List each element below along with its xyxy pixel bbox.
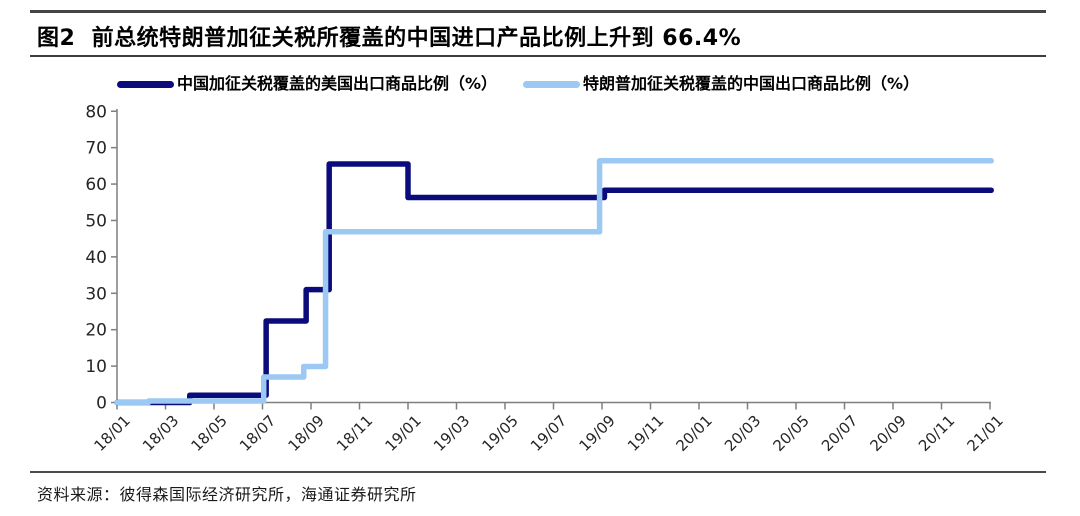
x-axis-tick-label: 18/09 (285, 412, 328, 455)
x-axis-tick-label: 21/01 (964, 412, 1007, 455)
y-axis-tick-label: 70 (85, 139, 107, 159)
y-axis-tick-label: 40 (85, 248, 107, 268)
chart-legend: 中国加征关税覆盖的美国出口商品比例（%） 特朗普加征关税覆盖的中国出口商品比例（… (117, 76, 919, 92)
x-axis-tick-label: 18/11 (333, 412, 376, 455)
x-axis-tick-label: 18/01 (91, 412, 134, 455)
x-axis-tick-label: 19/11 (624, 412, 667, 455)
top-rule (30, 10, 1046, 13)
source-note: 资料来源：彼得森国际经济研究所，海通证券研究所 (37, 485, 417, 504)
x-axis-tick-label: 19/09 (576, 412, 619, 455)
x-axis-tick-label: 19/01 (382, 412, 425, 455)
legend-marker-series1 (117, 80, 174, 88)
x-axis-tick-label: 20/01 (673, 412, 716, 455)
x-axis-tick-label: 19/07 (527, 412, 570, 455)
x-axis-tick-label: 19/03 (430, 412, 473, 455)
figure-title: 图2 前总统特朗普加征关税所覆盖的中国进口产品比例上升到 66.4% (37, 26, 742, 51)
y-axis-tick-label: 10 (85, 357, 107, 377)
series-line-1 (114, 161, 994, 406)
y-axis-tick-label: 30 (85, 284, 107, 304)
legend-item-trump-tariff-coverage: 特朗普加征关税覆盖的中国出口商品比例（%） (523, 76, 919, 92)
x-axis-tick-label: 20/11 (915, 412, 958, 455)
legend-label-series1: 中国加征关税覆盖的美国出口商品比例（%） (177, 74, 498, 93)
y-axis-tick-label: 20 (85, 321, 107, 341)
y-axis-tick-label: 50 (85, 211, 107, 231)
x-axis-tick-label: 18/07 (236, 412, 279, 455)
x-axis-tick-label: 18/05 (188, 412, 231, 455)
x-axis-tick-label: 20/09 (867, 412, 910, 455)
legend-label-series2: 特朗普加征关税覆盖的中国出口商品比例（%） (583, 74, 920, 93)
y-axis-tick-label: 0 (96, 394, 107, 414)
source-rule (30, 471, 1046, 473)
x-axis-tick-label: 19/05 (479, 412, 522, 455)
x-axis-tick-label: 20/05 (770, 412, 813, 455)
x-axis-tick-label: 20/03 (721, 412, 764, 455)
y-axis-tick-label: 60 (85, 175, 107, 195)
x-axis-tick-label: 18/03 (139, 412, 182, 455)
legend-item-china-tariff-coverage: 中国加征关税覆盖的美国出口商品比例（%） (117, 76, 497, 92)
y-axis-tick-label: 80 (85, 102, 107, 122)
x-axis-tick-label: 20/07 (818, 412, 861, 455)
legend-marker-series2 (523, 80, 581, 88)
title-rule (30, 55, 1046, 57)
series-line-2 (114, 158, 994, 406)
